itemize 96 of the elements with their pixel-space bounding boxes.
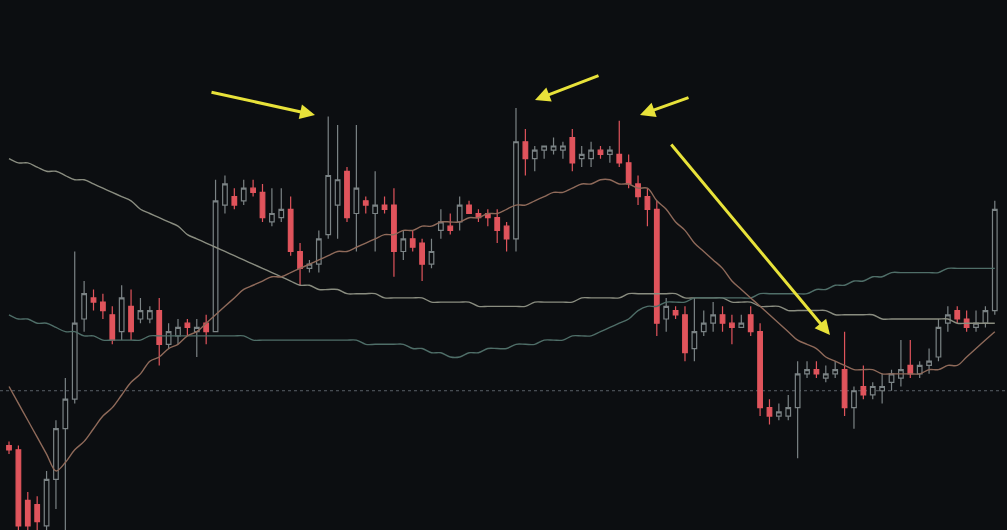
candlestick xyxy=(644,187,651,227)
candlestick xyxy=(203,314,210,345)
candlestick xyxy=(691,297,698,362)
candlestick xyxy=(804,360,810,379)
candlestick xyxy=(813,360,820,379)
candlestick xyxy=(297,242,303,286)
candlestick xyxy=(146,305,153,324)
candlestick xyxy=(34,495,41,530)
candlestick xyxy=(372,170,379,253)
candlestick xyxy=(240,179,247,206)
candlestick xyxy=(653,200,660,337)
candlestick xyxy=(898,339,904,388)
candlestick xyxy=(494,208,501,244)
candlestick xyxy=(118,284,125,341)
candlestick xyxy=(278,187,285,223)
candlestick xyxy=(334,124,341,240)
candlestick xyxy=(578,145,585,168)
candlestick xyxy=(100,293,106,320)
candlestick xyxy=(822,364,829,383)
candlestick xyxy=(287,196,294,257)
candlestick xyxy=(738,314,745,329)
candlestick xyxy=(184,318,191,337)
candlestick xyxy=(128,288,134,341)
candlestick xyxy=(231,187,238,210)
candlestick xyxy=(729,314,735,345)
candlestick xyxy=(569,128,576,172)
candlestick xyxy=(635,174,641,206)
candlestick xyxy=(325,115,332,240)
candlestick xyxy=(963,309,970,333)
candlestick xyxy=(250,179,257,198)
candlestick xyxy=(193,318,200,358)
candlestick xyxy=(71,250,78,404)
candlestick xyxy=(541,145,548,160)
candlestick xyxy=(747,305,754,337)
candlestick xyxy=(851,385,857,430)
candlestick xyxy=(700,309,707,337)
candlestick xyxy=(522,128,529,177)
candlestick xyxy=(991,200,998,316)
candlestick xyxy=(156,297,163,367)
candlestick xyxy=(794,360,801,459)
candlestick xyxy=(109,305,116,345)
candlestick xyxy=(15,445,22,530)
candlestick xyxy=(456,196,463,231)
candlestick xyxy=(860,364,867,400)
candlestick xyxy=(982,305,989,329)
candlestick xyxy=(832,360,839,379)
candlestick xyxy=(560,141,566,160)
candlestick xyxy=(841,331,848,417)
candlestick xyxy=(53,419,59,510)
candlestick xyxy=(353,124,360,253)
candlestick xyxy=(90,288,97,312)
candlestick xyxy=(419,238,425,282)
candlestick xyxy=(616,120,623,168)
candlestick xyxy=(785,394,792,421)
candlestick xyxy=(175,318,181,345)
candlestick xyxy=(682,305,688,362)
candlestick xyxy=(588,141,594,168)
candlestick xyxy=(710,301,717,333)
candlestick xyxy=(212,179,219,333)
candlestick xyxy=(447,212,454,236)
candlestick xyxy=(926,347,932,375)
candlestick xyxy=(428,238,435,269)
candlestick xyxy=(550,136,557,156)
candlestick xyxy=(81,280,88,333)
candlestick xyxy=(757,322,763,417)
candlestick xyxy=(222,174,228,215)
candlestick xyxy=(466,200,472,215)
candlestick xyxy=(437,208,444,240)
candlestick xyxy=(409,229,416,253)
candlestick xyxy=(719,305,726,333)
candlestick xyxy=(6,440,12,455)
candlestick xyxy=(869,381,876,400)
candlestick xyxy=(907,339,914,379)
candlestick xyxy=(531,145,538,172)
candlestick xyxy=(391,187,397,278)
candlestick xyxy=(766,398,773,426)
candlestick xyxy=(24,491,31,530)
candlestick xyxy=(137,297,144,324)
candlestick xyxy=(625,153,632,189)
candlestick xyxy=(400,229,407,261)
candlestick xyxy=(306,259,313,274)
candlestick xyxy=(606,145,613,164)
candlestick xyxy=(973,309,979,333)
candlestick xyxy=(775,402,782,421)
candlestick xyxy=(954,305,961,324)
candlestick xyxy=(879,373,886,404)
candlestick xyxy=(672,305,679,320)
candlestick xyxy=(503,221,510,253)
candlestick xyxy=(663,297,670,333)
candlestick xyxy=(362,196,369,215)
candlestick xyxy=(381,196,388,215)
candlestick xyxy=(513,107,519,253)
candlestick xyxy=(344,166,350,223)
candlestick xyxy=(916,360,923,379)
candlestick xyxy=(268,187,275,227)
candlestick xyxy=(315,229,322,274)
